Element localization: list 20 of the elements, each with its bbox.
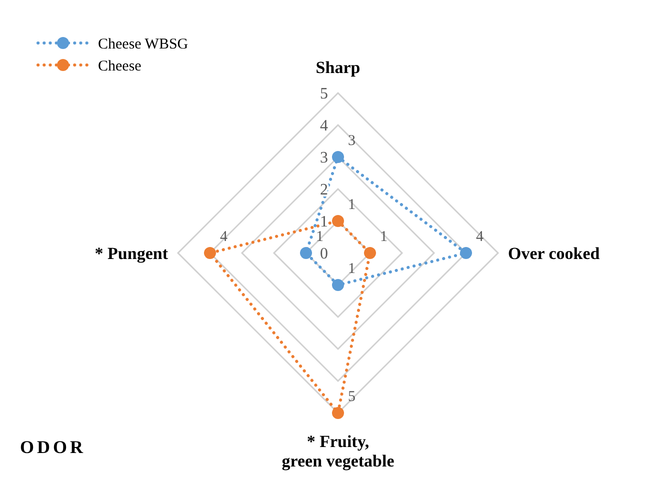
text: ODOR [20, 437, 86, 457]
y-tick-label: 5 [320, 86, 328, 103]
data-label: 4 [476, 229, 484, 245]
spoke-label: * Fruity, green vegetable [282, 432, 395, 470]
y-tick-label: 4 [320, 118, 328, 135]
spoke-label: * Pungent [94, 244, 168, 263]
y-tick-label: 2 [320, 182, 328, 199]
data-label: 3 [348, 133, 356, 149]
legend-label: Cheese [98, 58, 142, 74]
data-label: 4 [220, 229, 228, 245]
y-tick-label: 3 [320, 150, 328, 167]
spoke-label: Over cooked [508, 244, 600, 263]
data-label: 5 [348, 389, 356, 405]
legend-label: Cheese WBSG [98, 36, 188, 52]
y-tick-label: 0 [320, 246, 328, 263]
data-label: 1 [348, 197, 356, 213]
data-label: 1 [348, 261, 356, 277]
data-label: 1 [380, 229, 388, 245]
spoke-label: Sharp [316, 58, 360, 77]
y-tick-label: 1 [320, 214, 328, 231]
